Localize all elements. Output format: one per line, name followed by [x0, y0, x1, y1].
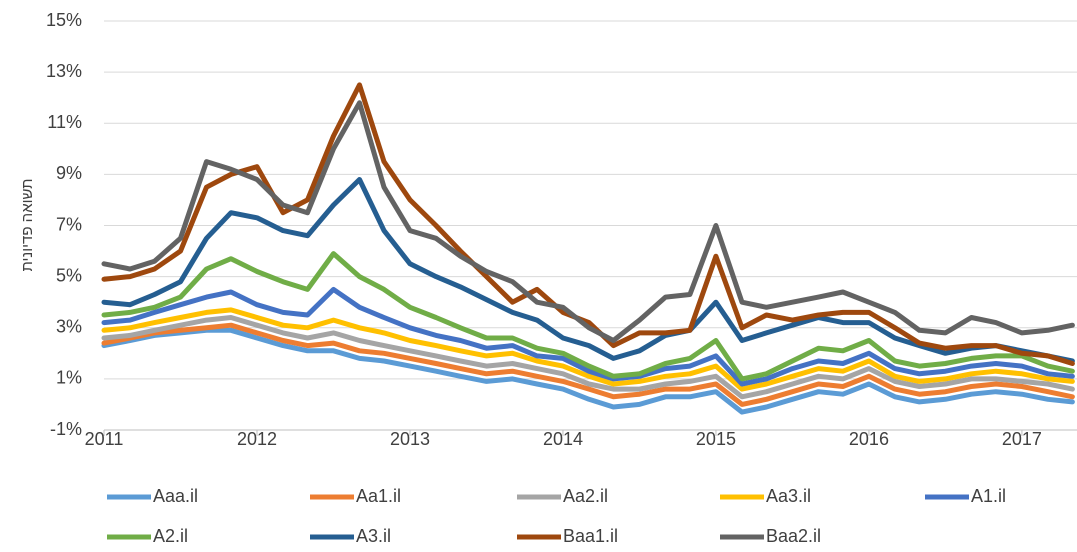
series-line — [101, 177, 1075, 364]
legend-label: Baa1.il — [563, 526, 618, 546]
x-tick-label: 2016 — [849, 429, 889, 449]
legend-label: A1.il — [971, 486, 1006, 506]
y-tick-label: 5% — [56, 265, 82, 285]
legend-label: A2.il — [153, 526, 188, 546]
series-line — [101, 82, 1075, 366]
series-line — [101, 322, 1075, 407]
series-line — [101, 251, 1075, 382]
y-tick-label: 11% — [47, 112, 82, 132]
series-line — [101, 286, 1075, 387]
x-tick-label: 2013 — [390, 429, 430, 449]
legend-label: A3.il — [356, 526, 391, 546]
y-tick-label: 13% — [46, 61, 82, 81]
y-tick-label: 1% — [56, 368, 82, 388]
x-tick-label: 2017 — [1002, 429, 1042, 449]
legend-label: Aaa.il — [153, 486, 198, 506]
series-line — [101, 307, 1075, 392]
legend-label: Aa1.il — [356, 486, 401, 506]
series-line — [101, 100, 1075, 343]
y-tick-label: 9% — [56, 163, 82, 183]
x-tick-label: 2011 — [85, 429, 124, 449]
y-axis-title: תשואה פדיונית — [19, 178, 36, 271]
y-tick-label: 3% — [56, 317, 82, 337]
x-tick-label: 2014 — [543, 429, 583, 449]
series-line — [101, 315, 1075, 400]
x-tick-label: 2015 — [696, 429, 736, 449]
legend-label: Baa2.il — [766, 526, 821, 546]
x-tick-label: 2012 — [237, 429, 277, 449]
y-tick-label: -1% — [50, 419, 82, 439]
series-line — [101, 327, 1075, 415]
y-tick-label: 15% — [46, 10, 82, 30]
y-tick-label: 7% — [56, 214, 82, 234]
legend-label: Aa3.il — [766, 486, 811, 506]
legend-label: Aa2.il — [563, 486, 608, 506]
